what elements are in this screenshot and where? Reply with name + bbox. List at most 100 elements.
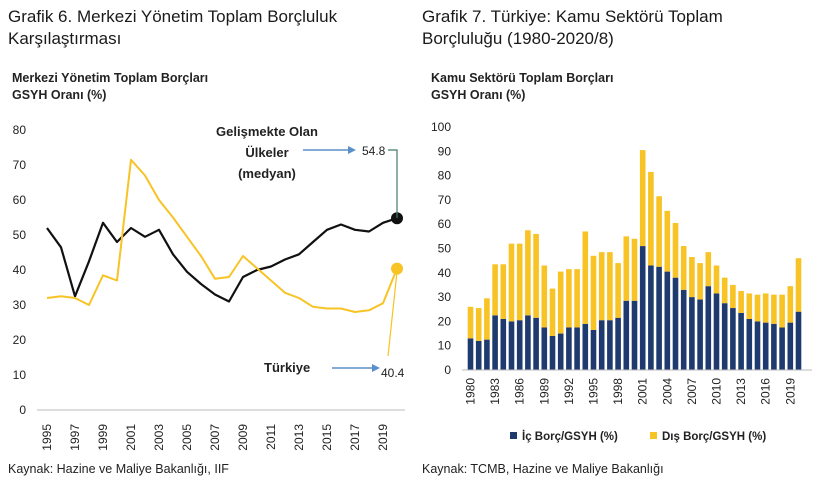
bar-domestic-1992 — [566, 327, 572, 370]
bar-domestic-1996 — [598, 320, 605, 370]
bar-domestic-1983 — [492, 315, 498, 370]
left-x-tick-label: 2005 — [180, 424, 194, 451]
left-y-tick-label: 60 — [13, 193, 27, 207]
right-y-tick-label: 70 — [438, 193, 452, 207]
bar-external-1991 — [557, 271, 564, 334]
left-source: Kaynak: Hazine ve Maliye Bakanlığı, IIF — [8, 462, 229, 476]
bar-domestic-2020 — [795, 311, 802, 370]
right-x-tick-label: 2007 — [685, 378, 699, 405]
right-y-tick-label: 60 — [438, 217, 452, 231]
left-chart-title-line2: GSYH Oranı (%) — [12, 88, 107, 102]
bar-domestic-1982 — [484, 339, 490, 370]
right-x-tick-label: 1989 — [537, 378, 551, 405]
right-x-tick-label: 2001 — [636, 378, 650, 405]
annotation-developing-connector — [388, 149, 398, 218]
right-figure-title: Grafik 7. Türkiye: Kamu Sektörü Toplam B… — [422, 6, 723, 50]
bar-external-1997 — [607, 252, 613, 321]
right-x-axis: 1980 1983 1986 1989 1992 1995 1998 2001 2004 2007… — [464, 378, 798, 405]
bar-external-1992 — [566, 269, 572, 328]
bar-external-1994 — [582, 231, 589, 324]
right-y-tick-label: 80 — [438, 169, 452, 183]
left-x-tick-label: 2007 — [208, 424, 222, 451]
left-figure-title-line1: Grafik 6. Merkezi Yönetim Toplam Borçlul… — [8, 7, 338, 26]
right-y-axis: 0 10 20 30 40 50 60 70 80 90 100 — [431, 120, 451, 377]
bar-domestic-1998 — [615, 317, 621, 370]
bar-external-2020 — [795, 258, 802, 312]
bar-external-2013 — [738, 291, 744, 313]
bar-external-2006 — [680, 246, 687, 290]
bar-external-1996 — [598, 252, 605, 321]
bar-domestic-2017 — [771, 323, 777, 370]
bar-external-1981 — [475, 308, 482, 341]
bar-external-1985 — [508, 243, 515, 322]
right-chart-title: Kamu Sektörü Toplam Borçları GSYH Oranı … — [431, 70, 613, 104]
right-x-tick-label: 1998 — [611, 378, 625, 405]
bar-external-2000 — [631, 238, 638, 301]
left-y-tick-label: 80 — [13, 123, 27, 137]
bar-domestic-1991 — [557, 333, 564, 370]
bar-external-1980 — [467, 306, 474, 339]
right-figure-title-line1: Grafik 7. Türkiye: Kamu Sektörü Toplam — [422, 7, 723, 26]
left-y-tick-label: 10 — [13, 368, 27, 382]
annotation-turkey-connector — [387, 271, 398, 357]
legend-label-domestic: İç Borç/GSYH (%) — [522, 430, 618, 443]
bar-external-2010 — [713, 265, 720, 294]
bar-external-2012 — [730, 284, 736, 309]
left-x-tick-label: 1995 — [40, 424, 54, 451]
bar-domestic-2005 — [672, 277, 679, 370]
left-y-tick-label: 30 — [13, 298, 27, 312]
right-x-tick-label: 2010 — [710, 378, 724, 405]
right-y-tick-label: 50 — [438, 242, 452, 256]
right-figure-title-line2: Borçluluğu (1980-2020/8) — [422, 29, 614, 48]
bar-external-2007 — [689, 257, 695, 298]
annotation-turkey-label: Türkiye — [264, 360, 310, 375]
legend-label-external: Dış Borç/GSYH (%) — [662, 431, 766, 443]
bar-external-2004 — [664, 210, 671, 272]
line-turkey — [46, 158, 398, 313]
bar-domestic-2011 — [721, 303, 728, 370]
bar-domestic-2002 — [648, 265, 654, 370]
right-x-tick-label: 1995 — [587, 378, 601, 405]
bar-external-1983 — [492, 264, 498, 316]
bar-external-1995 — [590, 255, 597, 330]
annotation-developing-line3: (medyan) — [238, 166, 296, 181]
right-y-tick-label: 40 — [438, 266, 452, 280]
bar-domestic-1986 — [516, 320, 523, 370]
bar-external-1987 — [525, 230, 531, 316]
bar-external-2017 — [771, 294, 777, 324]
right-y-tick-label: 90 — [438, 144, 452, 158]
bar-external-1990 — [549, 288, 556, 336]
left-x-tick-label: 2009 — [236, 424, 250, 451]
bar-external-2002 — [648, 171, 654, 266]
bar-external-1993 — [574, 269, 580, 328]
left-series-group — [46, 158, 403, 313]
left-x-tick-label: 2011 — [264, 424, 278, 450]
bar-domestic-1984 — [500, 318, 507, 370]
bar-domestic-2000 — [631, 300, 638, 370]
line-developing — [46, 217, 398, 303]
bar-external-2003 — [656, 196, 662, 267]
left-x-tick-label: 1999 — [96, 424, 110, 451]
bar-domestic-1994 — [582, 323, 589, 370]
right-x-tick-label: 1986 — [513, 378, 527, 405]
annotation-turkey-arrowhead — [372, 364, 380, 372]
right-x-tick-label: 1983 — [488, 378, 502, 405]
bar-domestic-2015 — [754, 321, 761, 370]
legend-swatch-external — [650, 432, 657, 439]
left-y-tick-label: 70 — [13, 158, 27, 172]
bar-external-2015 — [754, 294, 761, 322]
bar-external-2019 — [787, 286, 794, 323]
left-figure-title-line2: Karşılaştırması — [8, 29, 122, 48]
annotation-developing-line2: Ülkeler — [245, 145, 288, 160]
bar-domestic-2010 — [713, 293, 720, 370]
bar-domestic-1981 — [475, 340, 482, 370]
bar-domestic-1980 — [467, 338, 474, 370]
left-x-tick-label: 1997 — [68, 424, 82, 451]
bar-external-1989 — [541, 265, 548, 328]
annotation-developing-arrowhead — [348, 146, 356, 154]
left-x-tick-label: 2017 — [348, 424, 362, 451]
left-x-axis: 1995 1997 1999 2001 2003 2005 2007 2009 2011 2013… — [40, 424, 390, 451]
bar-external-2011 — [721, 277, 728, 304]
left-y-axis: 0 10 20 30 40 50 60 70 80 — [13, 123, 27, 417]
